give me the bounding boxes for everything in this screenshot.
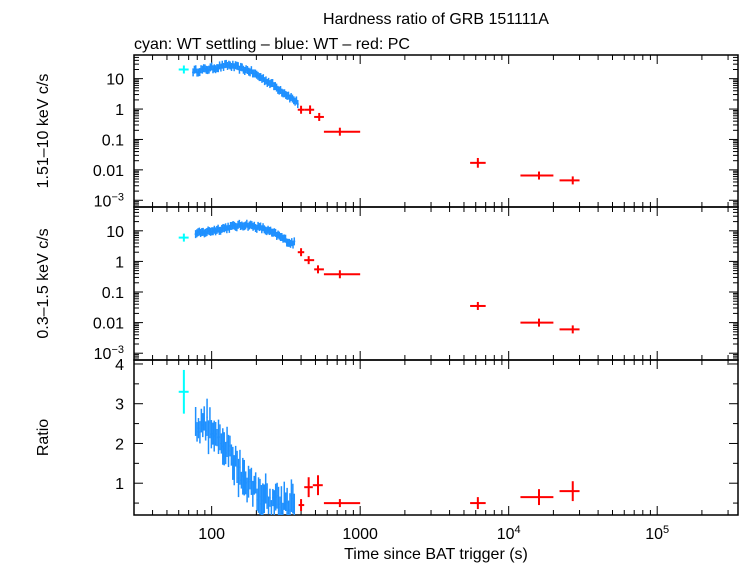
y-tick-label: 10 <box>106 72 124 89</box>
series-red <box>297 105 580 185</box>
y-tick-label: 2 <box>115 436 124 453</box>
y-axis-label: Ratio <box>35 419 52 456</box>
series-blue <box>194 398 296 515</box>
series-blue <box>192 59 299 109</box>
panel-ratio: 4 3 2 1 100 1000 104 105 Ratio <box>35 357 739 543</box>
x-axis-label: Time since BAT trigger (s) <box>344 546 528 563</box>
x-tick-label: 105 <box>645 524 669 543</box>
series-red <box>297 248 580 334</box>
y-tick-label: 0.1 <box>102 132 124 149</box>
y-tick-label: 1 <box>115 476 124 493</box>
series-cyan <box>178 65 189 74</box>
x-tick-label: 1000 <box>342 526 378 543</box>
chart-title: Hardness ratio of GRB 151111A <box>323 11 549 28</box>
series-blue <box>194 219 296 249</box>
y-tick-label: 1 <box>115 102 124 119</box>
y-tick-label: 1 <box>115 254 124 271</box>
series-cyan <box>178 233 189 242</box>
panel-frame <box>133 54 739 208</box>
x-tick-label: 100 <box>198 526 225 543</box>
y-axis-label: 0.3–1.5 keV c/s <box>35 228 52 338</box>
y-tick-label: 0.01 <box>93 316 124 333</box>
chart-subtitle: cyan: WT settling – blue: WT – red: PC <box>134 36 410 53</box>
y-tick-label: 0.01 <box>93 163 124 180</box>
y-axis-label: 1.51–10 keV c/s <box>35 74 52 189</box>
y-tick-label: 4 <box>115 357 124 374</box>
x-tick-label: 104 <box>497 524 521 543</box>
series-cyan <box>178 369 189 414</box>
y-tick-label: 0.1 <box>102 285 124 302</box>
panel-hard: 10 1 0.1 0.01 10−3 1.51–10 keV c/s <box>35 54 739 210</box>
y-tick-label: 3 <box>115 397 124 414</box>
y-tick-label: 10−3 <box>94 191 124 210</box>
series-red <box>298 475 580 512</box>
panel-frame <box>133 359 739 516</box>
y-tick-label: 10 <box>106 224 124 241</box>
